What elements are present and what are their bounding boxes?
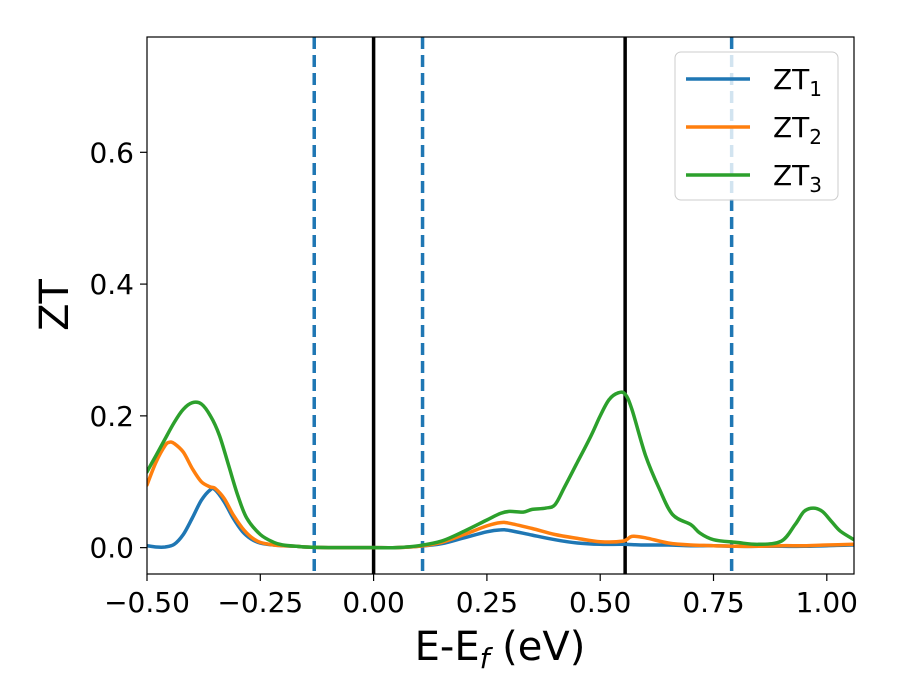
plot-frame — [146, 36, 855, 575]
x-tick-label: 0.50 — [569, 586, 631, 619]
vertical-lines — [312, 37, 734, 574]
x-tick-label: 0.00 — [342, 586, 404, 619]
x-tick-label: −0.25 — [217, 586, 303, 619]
y-axis-title: ZT — [32, 279, 78, 331]
series-lines — [147, 390, 854, 550]
x-axis: −0.50 −0.25 0.00 0.25 0.50 0.75 1.00 — [104, 574, 858, 619]
legend-label-2: ZT2 — [773, 111, 822, 149]
y-tick-label: 0.0 — [89, 532, 134, 565]
legend-box — [674, 51, 839, 201]
y-tick-label: 0.4 — [89, 268, 134, 301]
legend: ZT1 ZT2 ZT3 — [674, 51, 839, 201]
x-tick-label: 0.25 — [456, 586, 518, 619]
x-axis-title: E-Ef (eV) — [415, 624, 586, 675]
series-line-3 — [147, 390, 854, 550]
x-tick-label: −0.50 — [104, 586, 190, 619]
legend-label-3: ZT3 — [773, 159, 822, 197]
x-tick-label: 0.75 — [682, 586, 744, 619]
y-tick-label: 0.2 — [89, 400, 134, 433]
y-axis: 0.0 0.2 0.4 0.6 — [89, 136, 147, 565]
y-tick-label: 0.6 — [89, 136, 134, 169]
legend-label-1: ZT1 — [773, 63, 822, 101]
x-tick-label: 1.00 — [796, 586, 858, 619]
